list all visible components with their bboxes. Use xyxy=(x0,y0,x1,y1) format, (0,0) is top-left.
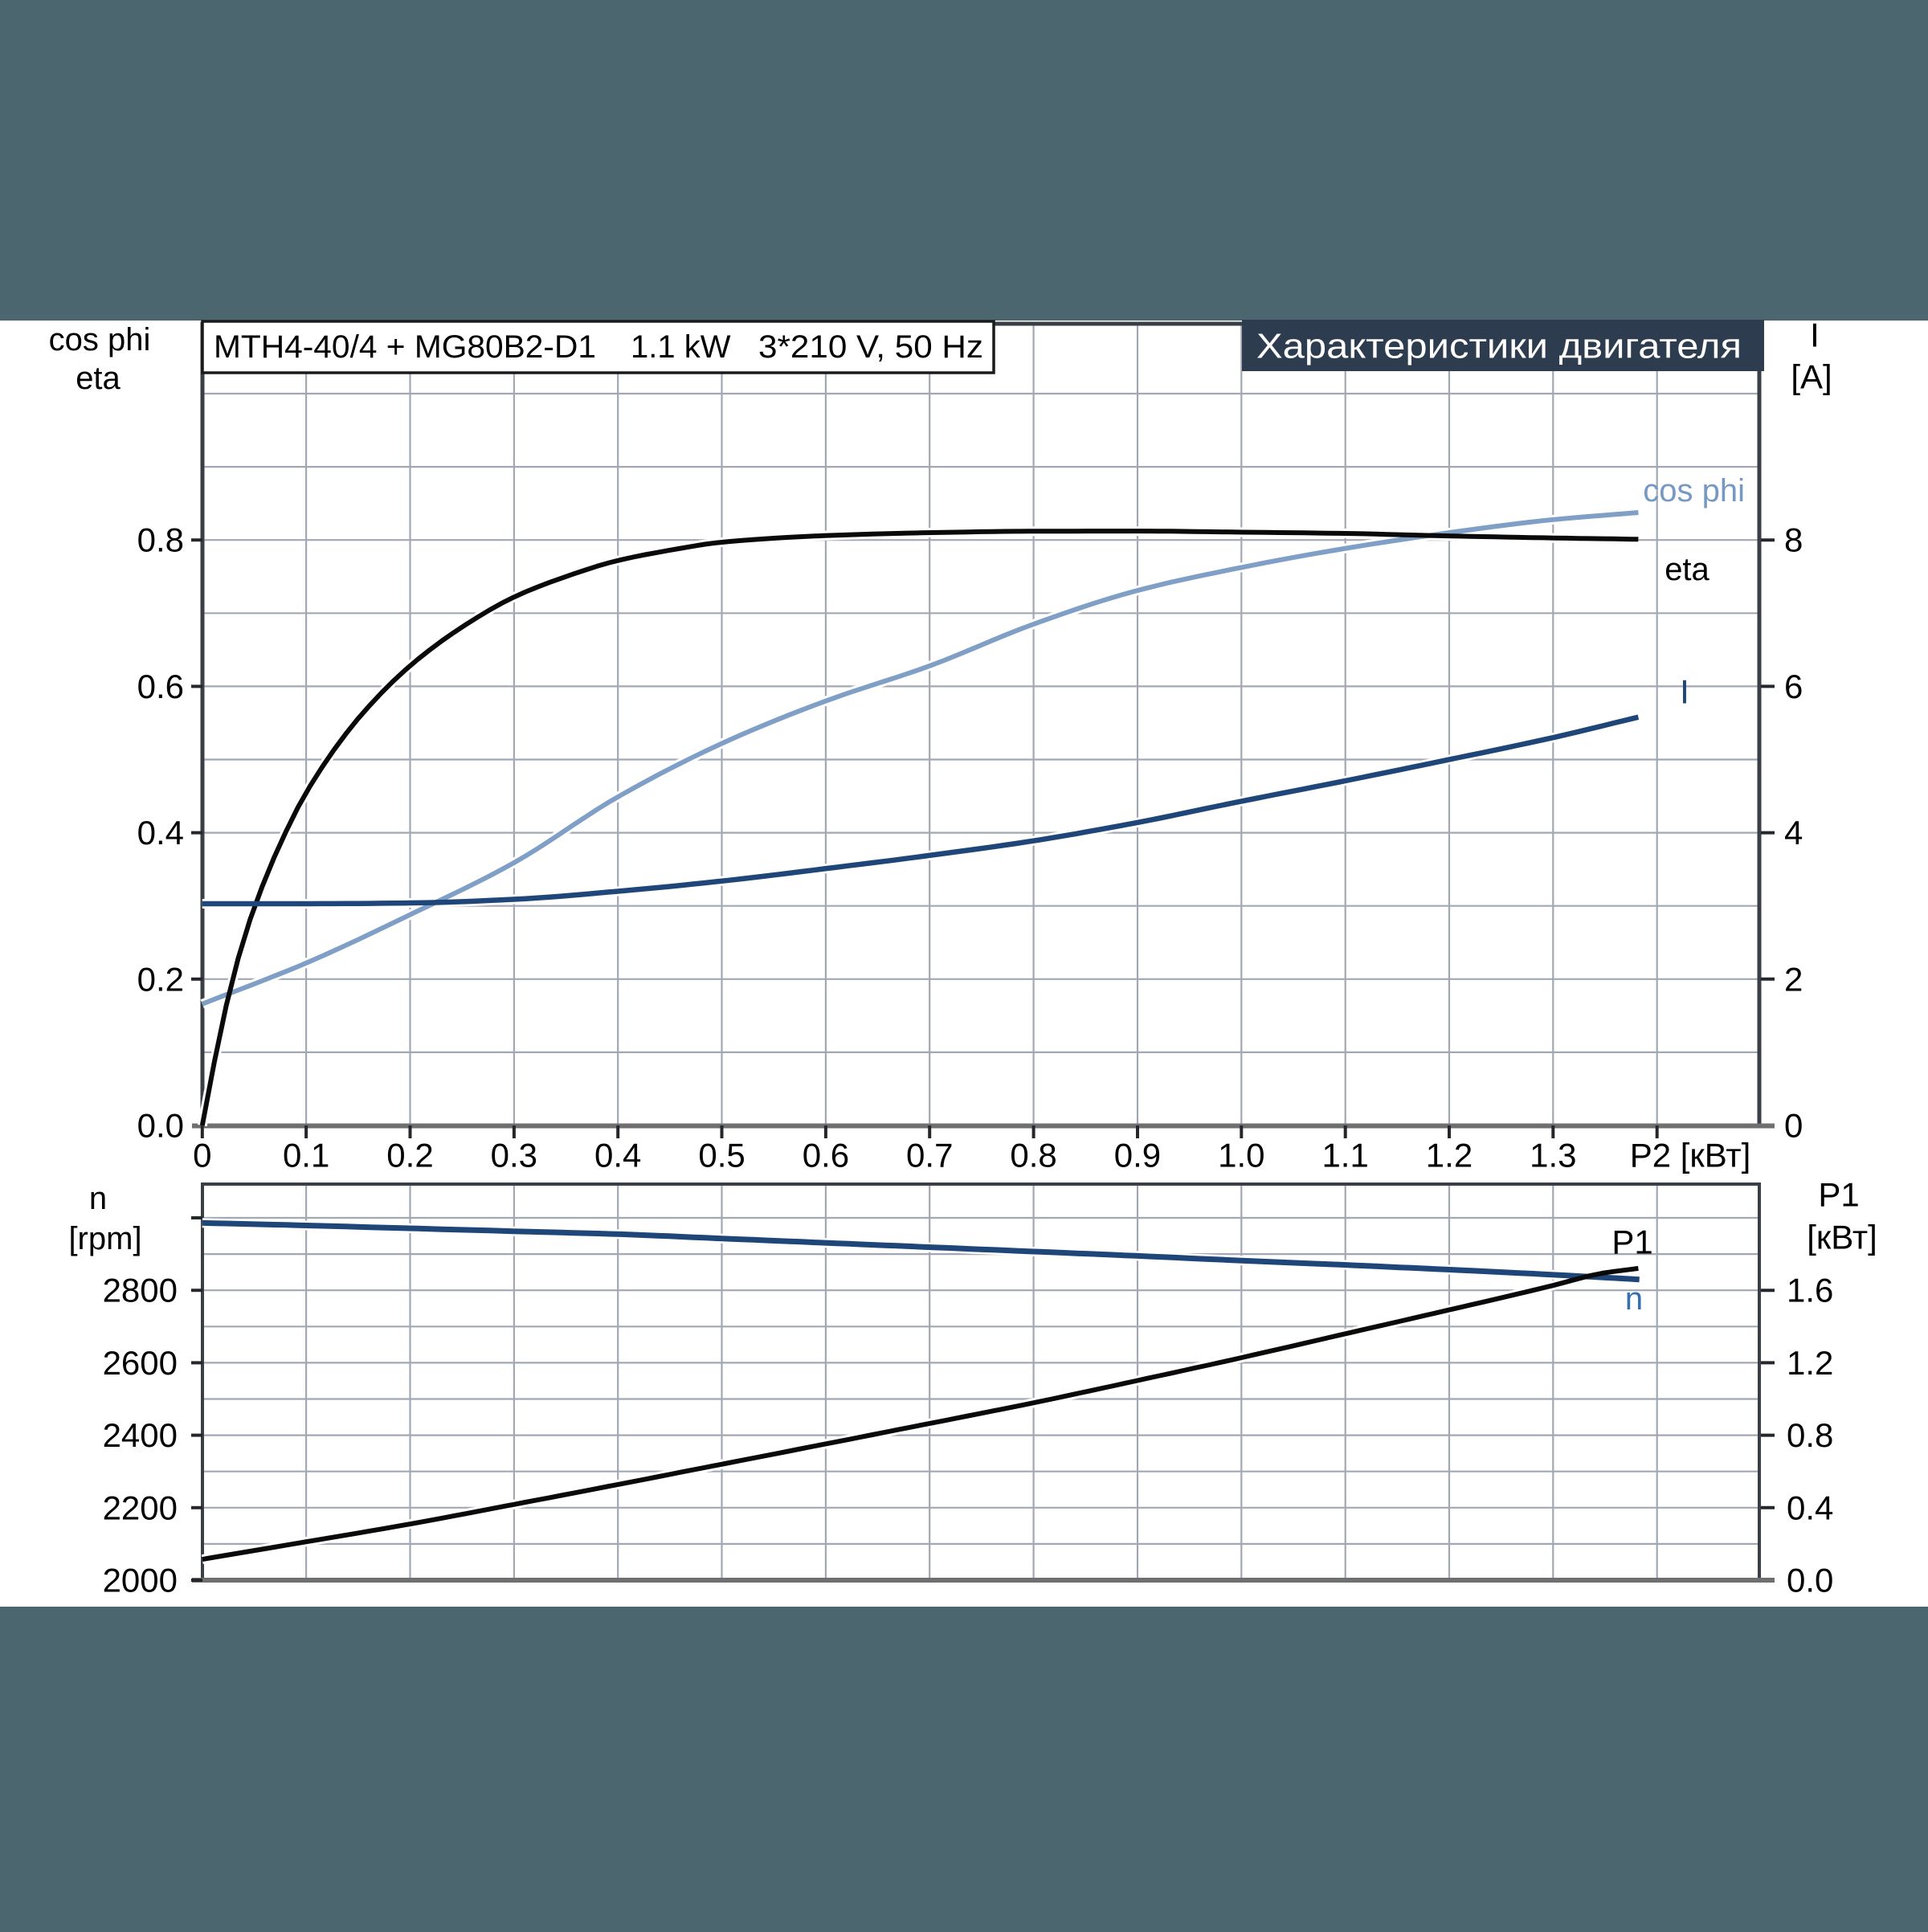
svg-text:0.8: 0.8 xyxy=(137,521,184,559)
svg-text:[rpm]: [rpm] xyxy=(68,1221,141,1256)
svg-text:cos phi: cos phi xyxy=(49,322,151,357)
svg-text:0.0: 0.0 xyxy=(137,1107,184,1145)
svg-text:1.2: 1.2 xyxy=(1787,1344,1833,1382)
svg-text:0: 0 xyxy=(193,1137,211,1174)
svg-text:8: 8 xyxy=(1784,521,1803,559)
svg-text:P1: P1 xyxy=(1818,1176,1859,1214)
svg-text:cos phi: cos phi xyxy=(1643,473,1745,509)
svg-text:0: 0 xyxy=(1784,1107,1803,1145)
svg-text:2400: 2400 xyxy=(103,1416,178,1454)
svg-text:[A]: [A] xyxy=(1791,358,1832,396)
svg-text:2600: 2600 xyxy=(103,1344,178,1382)
svg-text:0.4: 0.4 xyxy=(1787,1489,1833,1526)
svg-text:Характеристики двигателя: Характеристики двигателя xyxy=(1256,327,1742,366)
svg-text:2800: 2800 xyxy=(103,1272,178,1309)
svg-text:1.6: 1.6 xyxy=(1787,1272,1833,1309)
svg-text:n: n xyxy=(1625,1281,1643,1317)
svg-text:0.2: 0.2 xyxy=(137,960,184,998)
svg-text:n: n xyxy=(89,1181,107,1216)
svg-text:2200: 2200 xyxy=(103,1489,178,1526)
svg-text:MTH4-40/4 + MG80B2-D1: MTH4-40/4 + MG80B2-D1 xyxy=(214,329,596,365)
svg-text:1.3: 1.3 xyxy=(1530,1137,1576,1174)
svg-text:0.8: 0.8 xyxy=(1787,1416,1833,1454)
svg-text:0.4: 0.4 xyxy=(594,1137,641,1174)
svg-text:0.9: 0.9 xyxy=(1114,1137,1161,1174)
svg-text:4: 4 xyxy=(1784,814,1803,852)
svg-text:I: I xyxy=(1680,673,1689,711)
svg-text:0.8: 0.8 xyxy=(1010,1137,1056,1174)
svg-text:eta: eta xyxy=(76,361,120,396)
svg-text:0.6: 0.6 xyxy=(137,668,184,705)
svg-text:0.4: 0.4 xyxy=(137,814,184,852)
svg-text:3*210 V, 50 Hz: 3*210 V, 50 Hz xyxy=(758,329,983,365)
svg-text:eta: eta xyxy=(1665,552,1709,587)
svg-text:0.1: 0.1 xyxy=(283,1137,329,1174)
svg-text:1.1: 1.1 xyxy=(1321,1137,1368,1174)
svg-text:[кВт]: [кВт] xyxy=(1807,1219,1877,1256)
svg-text:P2 [кВт]: P2 [кВт] xyxy=(1630,1137,1751,1174)
svg-text:0.6: 0.6 xyxy=(803,1137,849,1174)
svg-text:1.1 kW: 1.1 kW xyxy=(631,329,731,365)
svg-text:6: 6 xyxy=(1784,668,1803,705)
svg-text:0.3: 0.3 xyxy=(491,1137,537,1174)
svg-text:P1: P1 xyxy=(1611,1223,1652,1261)
svg-text:2000: 2000 xyxy=(103,1562,178,1599)
svg-text:I: I xyxy=(1810,317,1820,354)
svg-text:1.2: 1.2 xyxy=(1426,1137,1473,1174)
svg-text:2: 2 xyxy=(1784,960,1803,998)
svg-text:0.0: 0.0 xyxy=(1787,1562,1833,1599)
svg-text:1.0: 1.0 xyxy=(1218,1137,1264,1174)
svg-text:0.2: 0.2 xyxy=(386,1137,433,1174)
svg-text:0.5: 0.5 xyxy=(698,1137,745,1174)
svg-text:0.7: 0.7 xyxy=(906,1137,953,1174)
